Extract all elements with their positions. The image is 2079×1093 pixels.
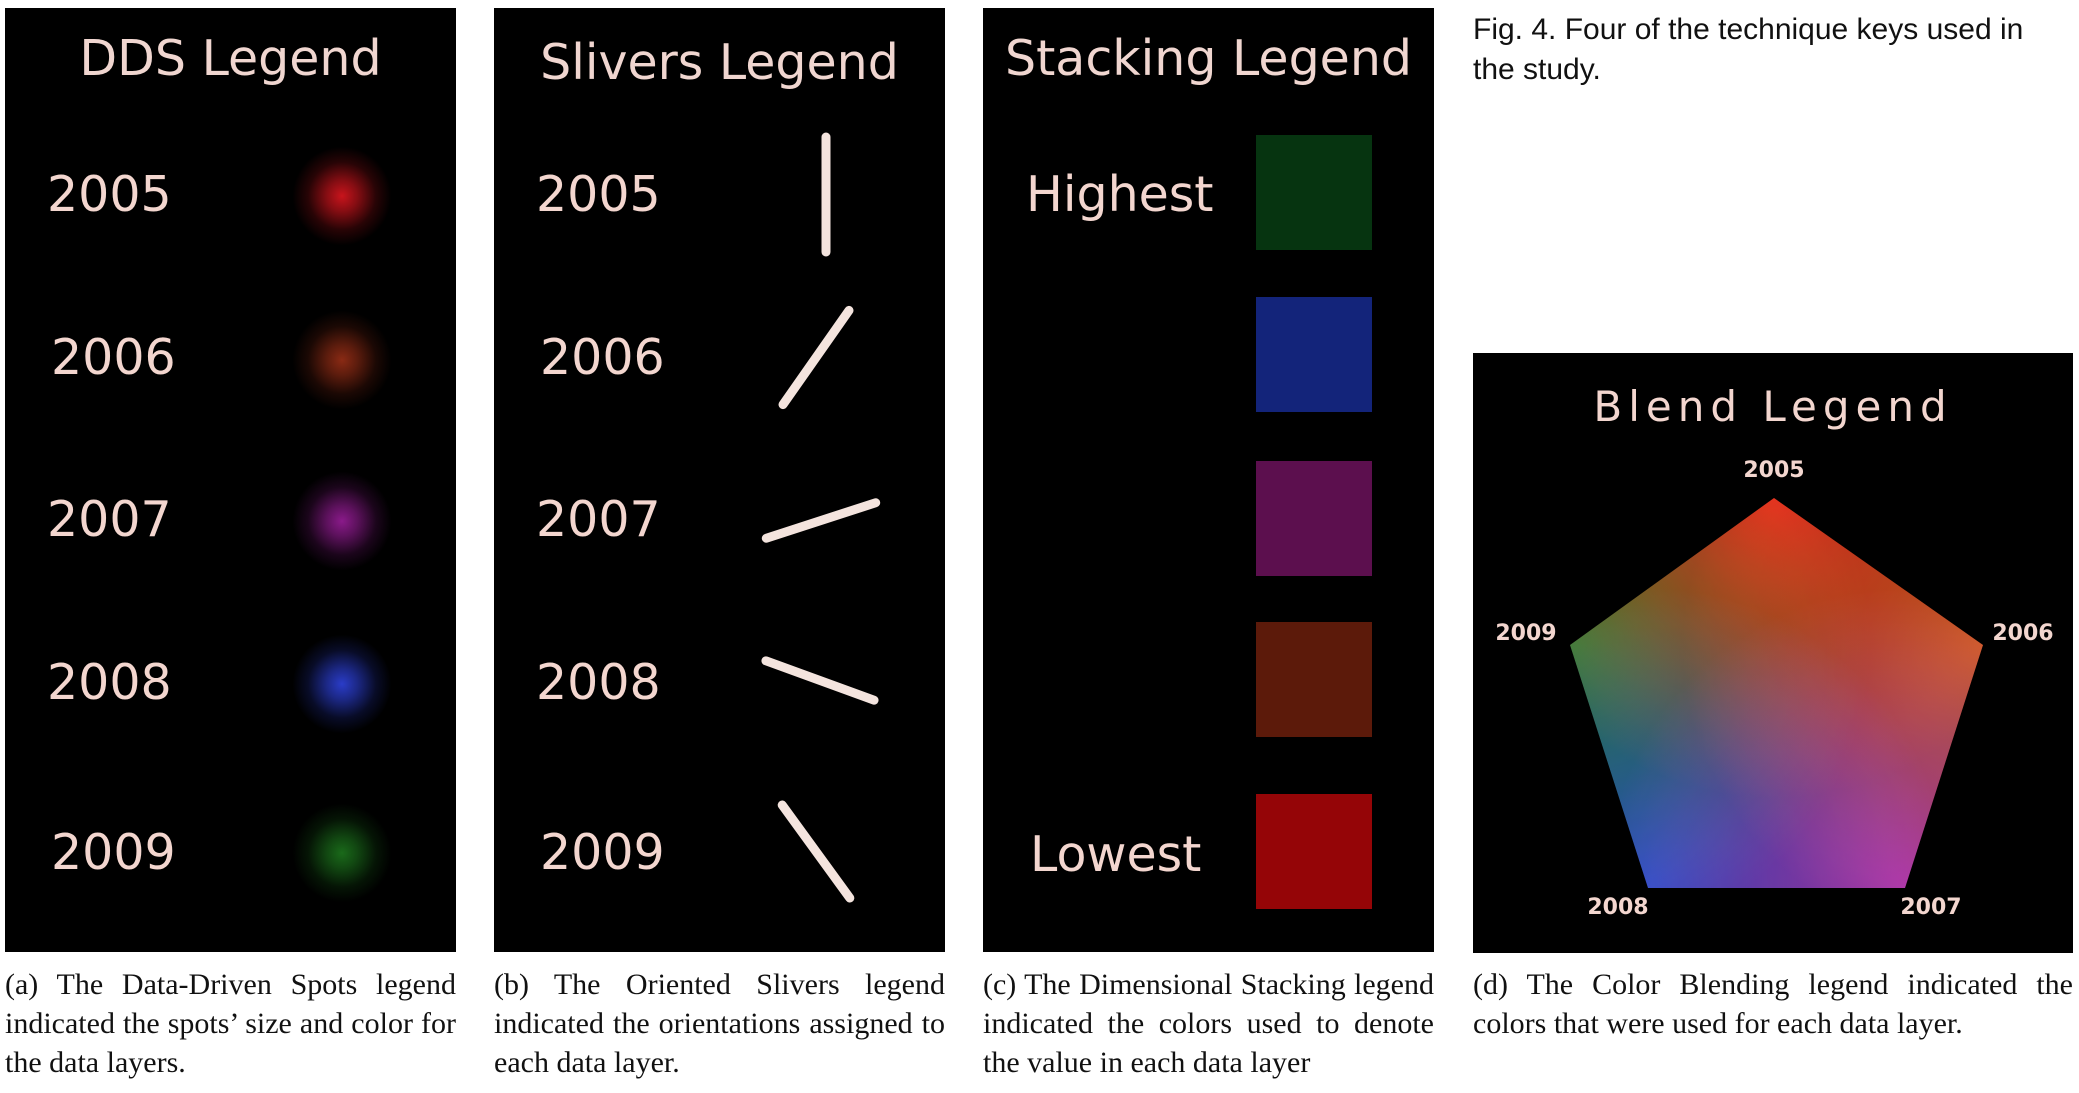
dds-spot [292,471,392,571]
stacking-legend-panel: Stacking Legend Highest Lowest [983,8,1434,952]
stack-swatch [1256,135,1372,250]
orientation-sliver [776,304,856,411]
blend-gradient-2009 [1570,498,1983,888]
caption-b: (b) The Oriented Slivers legend indicate… [494,968,945,1079]
stack-swatch [1256,297,1372,412]
lowest-label: Lowest [1030,826,1202,883]
dds-spot [292,803,392,903]
orientation-sliver [760,655,880,706]
dds-legend-panel: DDS Legend 2005 2006 2007 2008 2009 [5,8,456,952]
vertex-label-2007: 2007 [1900,895,1961,920]
slivers-year-label: 2009 [540,824,665,881]
vertex-label-2008: 2008 [1587,895,1648,920]
orientation-sliver [775,798,857,905]
dds-year-label: 2009 [51,824,176,881]
caption-d: (d) The Color Blending legend indicated … [1473,968,2073,1040]
slivers-year-label: 2008 [536,654,661,711]
vertex-label-2009: 2009 [1495,621,1556,646]
dds-spot [292,634,392,734]
orientation-sliver [821,132,831,257]
dds-spot [292,310,392,410]
blend-legend-svg: Blend Legend 2005 2006 2007 2008 2009 [1495,382,2053,920]
orientation-sliver [760,497,882,544]
stack-swatch [1256,461,1372,576]
figure-caption: Fig. 4. Four of the technique keys used … [1473,13,2024,86]
highest-label: Highest [1026,166,1214,223]
blend-legend-panel: Blend Legend 2005 2006 2007 2008 2009 [1473,353,2073,953]
dds-year-label: 2006 [51,329,176,386]
caption-c: (c) The Dimensional Stacking legend indi… [983,968,1434,1079]
caption-a: (a) The Data-Driven Spots legend indicat… [5,968,456,1079]
stack-swatch [1256,794,1372,909]
dds-year-label: 2008 [47,654,172,711]
vertex-label-2006: 2006 [1992,621,2053,646]
dds-year-label: 2005 [47,166,172,223]
stacking-legend-title: Stacking Legend [1004,30,1412,87]
dds-legend-title: DDS Legend [79,30,382,87]
vertex-label-2005: 2005 [1743,458,1804,483]
slivers-legend-title: Slivers Legend [540,34,899,91]
blend-legend-title: Blend Legend [1593,382,1952,431]
dds-year-label: 2007 [47,491,172,548]
slivers-year-label: 2007 [536,491,661,548]
dds-spot [292,146,392,246]
slivers-legend-panel: Slivers Legend 2005 2006 2007 2008 2009 [494,8,945,952]
slivers-year-label: 2006 [540,329,665,386]
stack-swatch [1256,622,1372,737]
slivers-year-label: 2005 [536,166,661,223]
